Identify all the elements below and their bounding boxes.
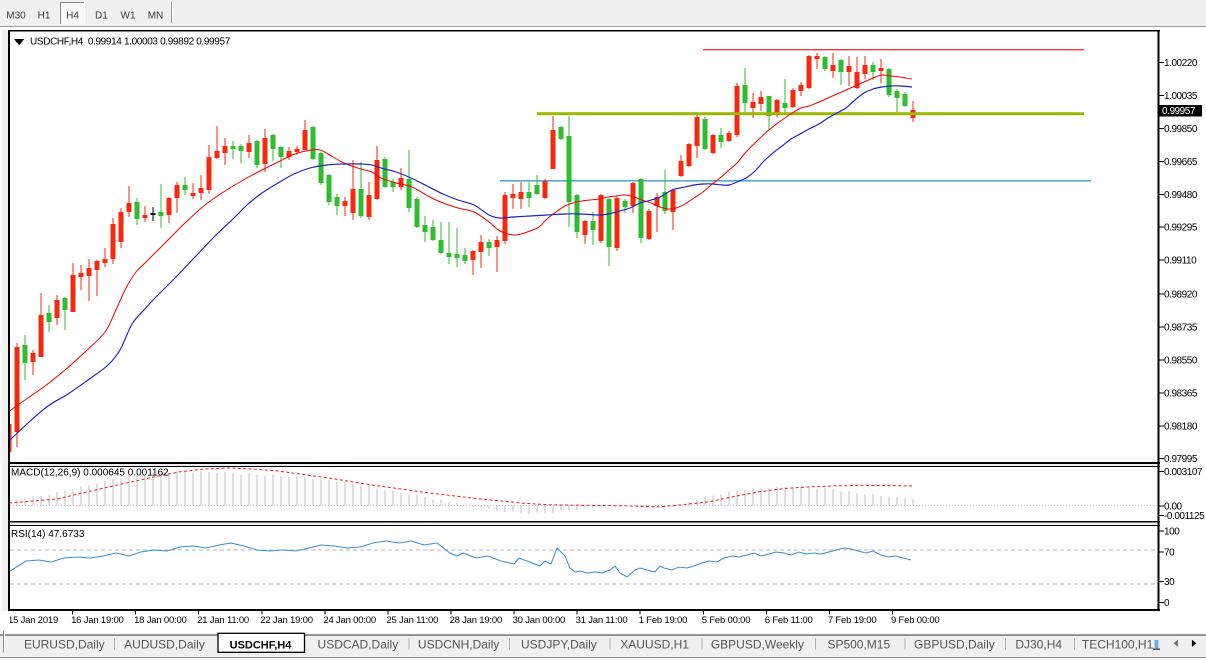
svg-text:0.99957: 0.99957 (1162, 106, 1196, 117)
svg-text:31 Jan 11:00: 31 Jan 11:00 (576, 615, 628, 626)
svg-text:D1: D1 (95, 11, 108, 22)
svg-text:25 Jan 11:00: 25 Jan 11:00 (386, 615, 438, 626)
svg-text:DJ30,H4: DJ30,H4 (1015, 638, 1062, 652)
svg-text:0.99295: 0.99295 (1164, 223, 1198, 234)
svg-text:MN: MN (148, 11, 164, 22)
svg-text:-0.001125: -0.001125 (1164, 511, 1205, 522)
svg-text:USDJPY,Daily: USDJPY,Daily (521, 638, 597, 652)
svg-text:0: 0 (1164, 598, 1170, 609)
svg-text:0.00: 0.00 (1164, 501, 1183, 512)
svg-text:1.00035: 1.00035 (1164, 91, 1198, 102)
svg-text:30: 30 (1164, 577, 1175, 588)
svg-text:SP500,M15: SP500,M15 (827, 638, 890, 652)
svg-text:5 Feb 00:00: 5 Feb 00:00 (702, 615, 751, 626)
svg-text:M30: M30 (6, 11, 26, 22)
svg-text:0.97995: 0.97995 (1164, 454, 1198, 465)
svg-text:EURUSD,Daily: EURUSD,Daily (24, 638, 105, 652)
svg-text:18 Jan 00:00: 18 Jan 00:00 (134, 615, 187, 626)
svg-text:28 Jan 19:00: 28 Jan 19:00 (450, 615, 503, 626)
svg-text:22 Jan 19:00: 22 Jan 19:00 (260, 615, 313, 626)
svg-text:0.98365: 0.98365 (1164, 388, 1198, 399)
svg-text:9 Feb 00:00: 9 Feb 00:00 (891, 615, 940, 626)
svg-text:USDCAD,Daily: USDCAD,Daily (318, 638, 399, 652)
svg-text:70: 70 (1164, 548, 1175, 559)
svg-text:24 Jan 00:00: 24 Jan 00:00 (323, 615, 376, 626)
svg-text:0.99110: 0.99110 (1164, 256, 1197, 267)
svg-text:0.003107: 0.003107 (1164, 467, 1203, 478)
svg-text:W1: W1 (121, 11, 136, 22)
svg-text:AUDUSD,Daily: AUDUSD,Daily (124, 638, 205, 652)
svg-text:0.99665: 0.99665 (1164, 157, 1198, 168)
svg-text:6 Feb 11:00: 6 Feb 11:00 (765, 615, 813, 626)
svg-text:GBPUSD,Weekly: GBPUSD,Weekly (711, 638, 804, 652)
svg-text:30 Jan 00:00: 30 Jan 00:00 (513, 615, 566, 626)
svg-text:GBPUSD,Daily: GBPUSD,Daily (914, 638, 995, 652)
svg-text:0.99850: 0.99850 (1164, 124, 1198, 135)
svg-text:0.98180: 0.98180 (1164, 421, 1198, 432)
svg-text:USDCHF,H4: USDCHF,H4 (230, 640, 293, 652)
svg-text:16 Jan 19:00: 16 Jan 19:00 (71, 615, 124, 626)
svg-text:TECH100,H1: TECH100,H1 (1082, 638, 1154, 652)
svg-text:0.98550: 0.98550 (1164, 355, 1198, 366)
svg-text:RSI(14) 47.6733: RSI(14) 47.6733 (11, 529, 85, 540)
svg-text:100: 100 (1164, 527, 1180, 538)
svg-text:7 Feb 19:00: 7 Feb 19:00 (828, 615, 877, 626)
svg-text:USDCNH,Daily: USDCNH,Daily (418, 638, 499, 652)
svg-text:0.98735: 0.98735 (1164, 322, 1198, 333)
svg-text:0.98920: 0.98920 (1164, 290, 1198, 301)
svg-text:MACD(12,26,9) 0.000645 0.00116: MACD(12,26,9) 0.000645 0.001162 (11, 468, 169, 479)
svg-text:0.99480: 0.99480 (1164, 190, 1198, 201)
svg-text:15 Jan 2019: 15 Jan 2019 (8, 615, 58, 626)
svg-text:XAUUSD,H1: XAUUSD,H1 (620, 638, 689, 652)
svg-text:21 Jan 11:00: 21 Jan 11:00 (197, 615, 249, 626)
svg-text:H4: H4 (66, 11, 79, 22)
svg-text:H1: H1 (38, 11, 51, 22)
svg-text:1.00220: 1.00220 (1164, 58, 1198, 69)
svg-text:USDCHF,H4 0.99914 1.00003 0.9: USDCHF,H4 0.99914 1.00003 0.99892 0.9995… (30, 37, 231, 48)
svg-text:1 Feb 19:00: 1 Feb 19:00 (639, 615, 688, 626)
